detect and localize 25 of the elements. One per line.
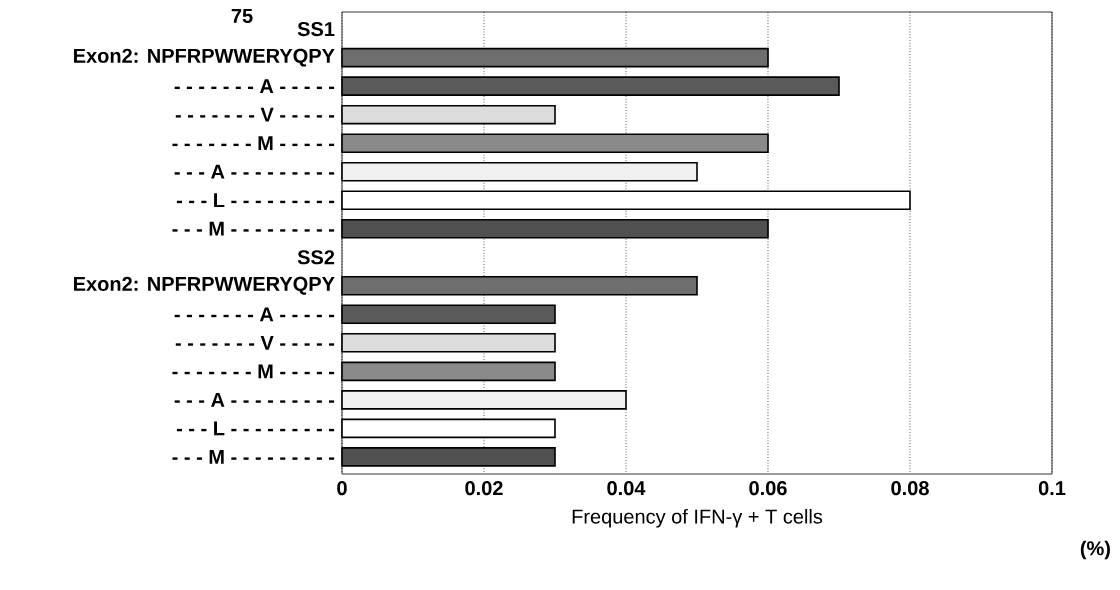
y-tick-label: - - - - - - - M - - - - -	[172, 136, 335, 151]
x-tick-label: 0.02	[465, 481, 503, 496]
y-tick-label: Exon2: NPFRPWWERYQPY	[74, 276, 335, 295]
x-axis-title: Frequency of IFN-γ + T cells	[572, 508, 823, 528]
x-tick-label: 0.06	[749, 481, 787, 496]
y-tick-label: - - - - - - - M - - - - -	[172, 364, 335, 379]
y-tick-label: - - - - - - - A - - - - -	[174, 307, 335, 322]
y-tick-label: SS1	[297, 22, 335, 37]
x-tick-label: 0	[337, 481, 347, 496]
y-tick-label: - - - A - - - - - - - - -	[174, 164, 335, 179]
y-tick-label: - - - - - - - V - - - - -	[175, 107, 335, 122]
y-tick-label: - - - L - - - - - - - - -	[176, 193, 335, 208]
text: 75	[231, 9, 253, 23]
x-tick-label: 0.08	[891, 481, 929, 496]
y-tick-label: SS2	[297, 250, 335, 265]
y-tick-label: - - - A - - - - - - - - -	[174, 392, 335, 407]
y-tick-label: - - - - - - - V - - - - -	[175, 335, 335, 350]
text: (%)	[1080, 540, 1110, 560]
y-tick-label: - - - - - - - A - - - - -	[174, 79, 335, 94]
y-tick-label: - - - L - - - - - - - - -	[176, 421, 335, 436]
y-tick-label: - - - M - - - - - - - - -	[172, 221, 335, 236]
x-tick-label: 0.04	[607, 481, 646, 496]
y-tick-label: - - - M - - - - - - - - -	[172, 450, 335, 464]
y-tick-label: Exon2: NPFRPWWERYQPY	[74, 48, 335, 67]
x-tick-label: 0.1	[1038, 481, 1066, 496]
